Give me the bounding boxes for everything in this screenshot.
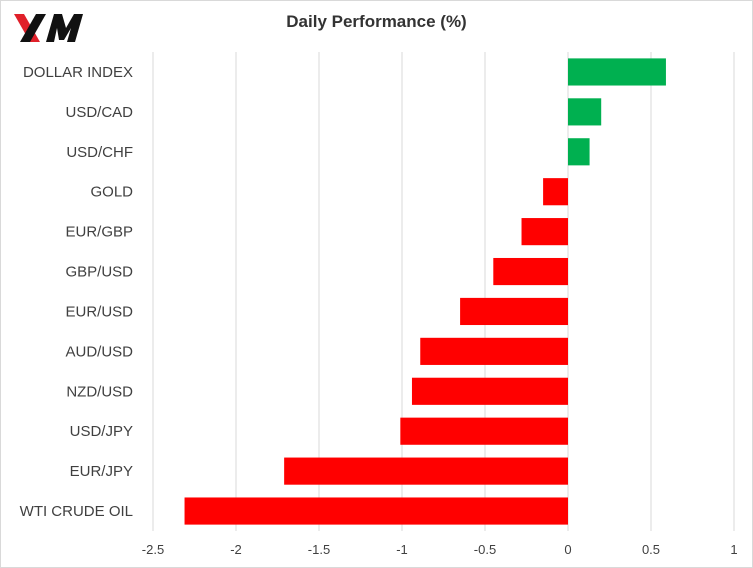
xm-logo-mark [14, 14, 83, 42]
category-label: EUR/USD [65, 303, 133, 320]
bar [460, 297, 568, 326]
bar [543, 178, 568, 206]
bar [568, 58, 666, 86]
category-label: USD/CHF [66, 144, 133, 161]
bar [284, 457, 568, 485]
x-tick-label: 1 [730, 542, 737, 557]
x-tick-label: -0.5 [474, 542, 496, 557]
category-label: WTI CRUDE OIL [20, 503, 133, 520]
xm-logo [10, 8, 110, 48]
bar [400, 417, 568, 445]
category-label: USD/JPY [70, 423, 133, 440]
bar [411, 377, 568, 405]
category-label: USD/CAD [65, 104, 133, 121]
bar [184, 497, 569, 525]
category-label: EUR/JPY [70, 463, 133, 480]
category-label: GBP/USD [65, 264, 133, 281]
bar [420, 337, 568, 365]
bar [568, 138, 590, 166]
x-tick-label: 0.5 [642, 542, 660, 557]
x-tick-label: -2 [230, 542, 242, 557]
category-label: EUR/GBP [65, 224, 133, 241]
x-tick-label: 0 [564, 542, 571, 557]
bar [568, 98, 602, 126]
category-label: DOLLAR INDEX [23, 64, 133, 81]
category-label: GOLD [90, 184, 133, 201]
category-label: NZD/USD [66, 383, 133, 400]
category-label: AUD/USD [65, 343, 133, 360]
x-tick-label: -2.5 [142, 542, 164, 557]
x-tick-label: -1 [396, 542, 408, 557]
chart-title: Daily Performance (%) [286, 12, 467, 31]
bar [521, 218, 568, 246]
bar [493, 257, 568, 286]
x-tick-label: -1.5 [308, 542, 330, 557]
